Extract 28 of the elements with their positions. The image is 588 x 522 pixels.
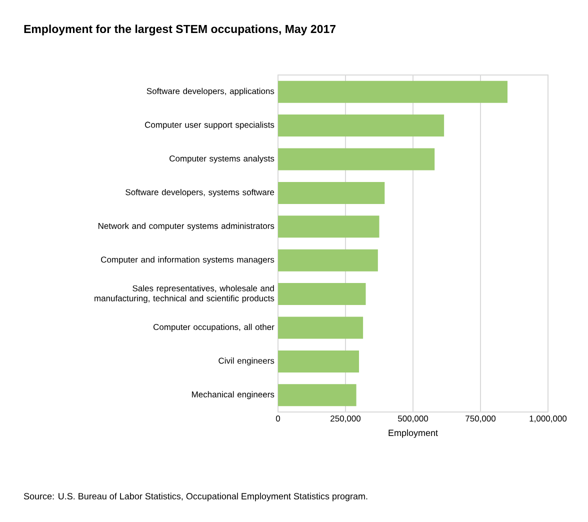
x-tick-label: 750,000 [466,416,496,423]
bar [278,283,366,306]
y-tick-label: Software developers, applications [146,88,274,96]
text: Employment for the largest STEM occupations, May 2017 [24,24,336,36]
bar [278,114,444,137]
x-axis-title: Employment [388,429,438,438]
bar [278,384,356,406]
y-tick-label: Computer occupations, all other [153,324,274,332]
source-note: Source: U.S. Bureau of Labor Statistics, Occupational Employment Statistics program. [24,492,368,502]
x-tick-label: 250,000 [330,416,361,423]
y-tick-label: Civil engineers [218,357,274,366]
bar [278,148,435,170]
bar [278,182,385,204]
bar [278,350,360,372]
bar [278,216,380,238]
bar [278,249,378,272]
y-tick-label: Computer user support specialists [144,122,274,130]
bar [278,80,508,103]
y-tick-label: Network and computer systems administrators [98,222,274,231]
bar [278,316,364,339]
y-tick-label: Sales representatives, wholesale and manufacturing, technical and scientific products [94,285,274,303]
y-tick-label: Computer systems analysts [170,155,274,164]
y-tick-label: Computer and information systems managers [101,256,274,264]
x-tick-label: 500,000 [398,416,428,423]
x-tick-label: 0 [276,416,280,422]
y-tick-label: Mechanical engineers [192,391,274,400]
y-tick-label: Software developers, systems software [126,188,274,197]
x-tick-label: 1,000,000 [530,416,567,423]
